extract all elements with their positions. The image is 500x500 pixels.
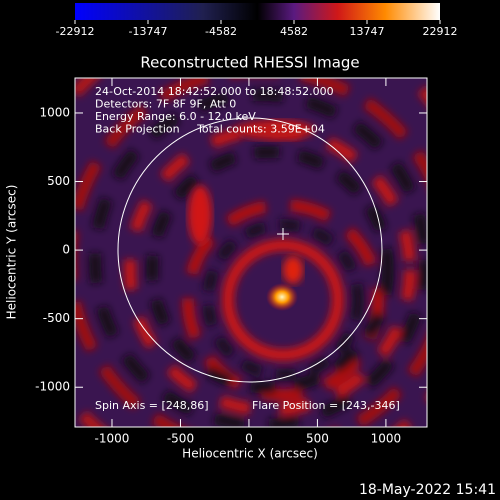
timestamp: 18-May-2022 15:41 (359, 482, 496, 498)
colorbar-tick-label: 4582 (280, 25, 308, 38)
x-tick-label: 1000 (371, 432, 402, 446)
colorbar-tick-label: -22912 (56, 25, 95, 38)
chart-title: Reconstructed RHESSI Image (140, 54, 359, 72)
solar-limb (117, 117, 383, 383)
annotation: Detectors: 7F 8F 9F, Att 0 (95, 98, 236, 111)
annotation: Back Projection Total counts: 3.59E+04 (95, 123, 325, 136)
annotation: 24-Oct-2014 18:42:52.000 to 18:48:52.000 (95, 85, 334, 98)
colorbar-tick-label: 13747 (349, 25, 384, 38)
y-tick-label: 500 (47, 174, 70, 188)
y-axis-label: Heliocentric Y (arcsec) (5, 185, 19, 320)
x-tick-label: -1000 (95, 432, 130, 446)
annotation: Energy Range: 6.0 - 12.0 keV (95, 110, 256, 123)
heatmap (75, 78, 427, 427)
x-axis-label: Heliocentric X (arcsec) (182, 447, 318, 461)
spin-axis-label: Spin Axis = [248,86] (95, 399, 209, 412)
x-tick-label: 0 (245, 432, 253, 446)
spin-axis-cross (277, 228, 289, 240)
colorbar-tick-label: -4582 (205, 25, 237, 38)
flare-position-label: Flare Position = [243,-346] (252, 399, 400, 412)
x-tick-label: -500 (167, 432, 194, 446)
y-tick-label: 1000 (39, 105, 70, 119)
y-tick-label: 0 (62, 243, 70, 257)
x-tick-label: 500 (306, 432, 329, 446)
colorbar-tick-label: 22912 (423, 25, 458, 38)
colorbar (75, 3, 440, 20)
colorbar-tick-label: -13747 (129, 25, 168, 38)
plot-frame (74, 77, 428, 428)
y-tick-label: -1000 (35, 380, 70, 394)
y-tick-label: -500 (43, 311, 70, 325)
